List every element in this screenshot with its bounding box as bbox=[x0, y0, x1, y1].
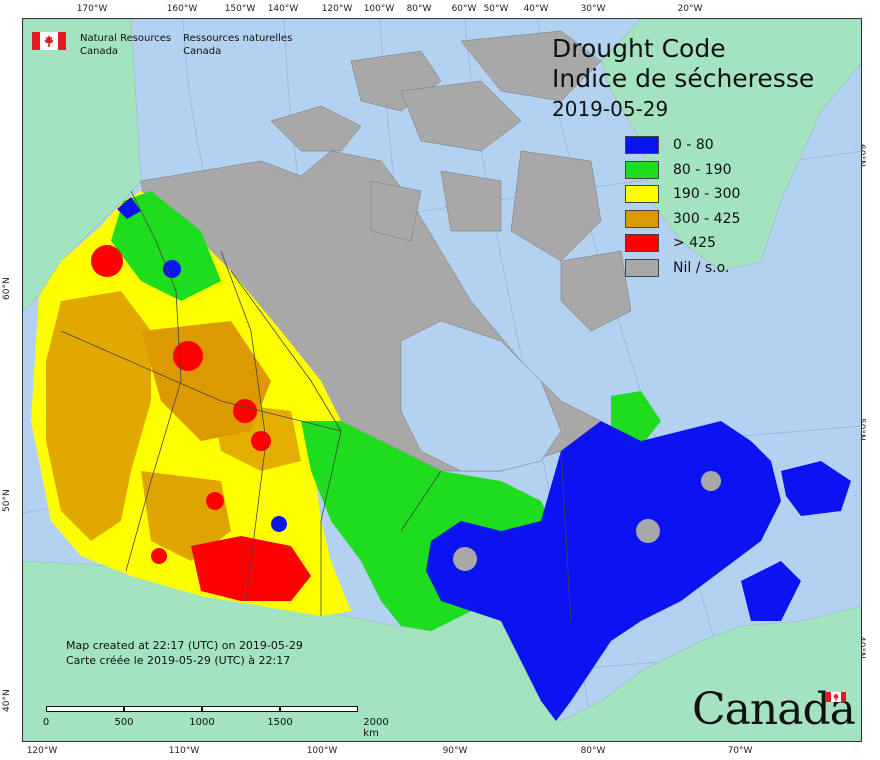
legend-swatch bbox=[625, 185, 659, 204]
nrcan-signature: Natural Resources Canada Ressources natu… bbox=[32, 32, 304, 58]
legend-label: Nil / s.o. bbox=[673, 259, 730, 276]
agency-name-fr: Ressources naturelles Canada bbox=[183, 32, 292, 58]
legend-swatch bbox=[625, 209, 659, 228]
longitude-label: 30°W bbox=[580, 4, 606, 14]
scale-bar: 0 500 1000 1500 2000 km bbox=[42, 704, 389, 739]
credit-line-en: Map created at 22:17 (UTC) on 2019-05-29 bbox=[66, 639, 303, 652]
credit-line-fr: Carte créée le 2019-05-29 (UTC) à 22:17 bbox=[66, 654, 291, 667]
canada-flag-icon bbox=[32, 32, 66, 50]
drought-west bbox=[31, 191, 351, 616]
foreign-land bbox=[23, 19, 861, 741]
title-en: Drought Code bbox=[552, 34, 726, 63]
legend: 0 - 80 80 - 190 190 - 300 300 - 425 > 425 Nil… bbox=[625, 133, 740, 280]
legend-swatch bbox=[625, 160, 659, 179]
legend-label: 300 - 425 bbox=[673, 210, 741, 227]
latitude-label: 50°N bbox=[2, 489, 12, 512]
map-title: Drought Code Indice de sécheresse 2019-0… bbox=[552, 34, 814, 122]
latitude-label: 60°N bbox=[2, 277, 12, 300]
scale-segment bbox=[124, 706, 202, 712]
longitude-label: 50°W bbox=[483, 4, 509, 14]
longitude-label: 120°W bbox=[26, 746, 58, 756]
longitude-label: 150°W bbox=[224, 4, 256, 14]
legend-item: 190 - 300 bbox=[625, 182, 740, 207]
agency-fr-line2: Canada bbox=[183, 46, 222, 57]
longitude-label: 80°W bbox=[406, 4, 432, 14]
longitude-label: 20°W bbox=[677, 4, 703, 14]
map-date: 2019-05-29 bbox=[552, 97, 669, 121]
wordmark-flag-icon bbox=[826, 692, 846, 702]
legend-swatch bbox=[625, 258, 659, 277]
legend-item: Nil / s.o. bbox=[625, 256, 740, 281]
map-frame bbox=[22, 18, 862, 742]
legend-label: 0 - 80 bbox=[673, 137, 714, 154]
legend-swatch bbox=[625, 234, 659, 253]
agency-en-line2: Canada bbox=[80, 46, 119, 57]
legend-item: > 425 bbox=[625, 231, 740, 256]
scale-segment bbox=[280, 706, 358, 712]
legend-item: 0 - 80 bbox=[625, 133, 740, 158]
longitude-label: 70°W bbox=[727, 746, 753, 756]
drought-east bbox=[426, 421, 851, 721]
drought-map bbox=[23, 19, 861, 741]
longitude-label: 160°W bbox=[166, 4, 198, 14]
title-fr: Indice de sécheresse bbox=[552, 64, 815, 93]
longitude-label: 120°W bbox=[321, 4, 353, 14]
longitude-label: 100°W bbox=[363, 4, 395, 14]
scale-label: 0 bbox=[42, 717, 50, 728]
scale-segment bbox=[202, 706, 280, 712]
credit-text: Map created at 22:17 (UTC) on 2019-05-29… bbox=[66, 638, 303, 668]
scale-segment bbox=[46, 706, 124, 712]
legend-item: 300 - 425 bbox=[625, 207, 740, 232]
legend-label: 190 - 300 bbox=[673, 186, 741, 203]
agency-fr-line1: Ressources naturelles bbox=[183, 33, 293, 44]
legend-label: > 425 bbox=[673, 235, 716, 252]
longitude-label: 60°W bbox=[451, 4, 477, 14]
province-borders bbox=[60, 190, 572, 622]
longitude-label: 40°W bbox=[523, 4, 549, 14]
agency-name-en: Natural Resources Canada bbox=[80, 32, 171, 58]
scale-label: 2000 km bbox=[363, 717, 389, 739]
legend-item: 80 - 190 bbox=[625, 158, 740, 183]
legend-swatch bbox=[625, 136, 659, 155]
longitude-label: 90°W bbox=[442, 746, 468, 756]
scale-label: 1500 bbox=[267, 717, 293, 728]
latitude-label: 40°N bbox=[2, 689, 12, 712]
longitude-label: 80°W bbox=[580, 746, 606, 756]
longitude-label: 140°W bbox=[267, 4, 299, 14]
longitude-label: 170°W bbox=[76, 4, 108, 14]
longitude-label: 110°W bbox=[168, 746, 200, 756]
scale-label: 500 bbox=[114, 717, 134, 728]
hudson-bay bbox=[400, 320, 562, 472]
agency-en-line1: Natural Resources bbox=[80, 33, 172, 44]
longitude-label: 100°W bbox=[306, 746, 338, 756]
legend-label: 80 - 190 bbox=[673, 161, 732, 178]
scale-label: 1000 bbox=[189, 717, 215, 728]
